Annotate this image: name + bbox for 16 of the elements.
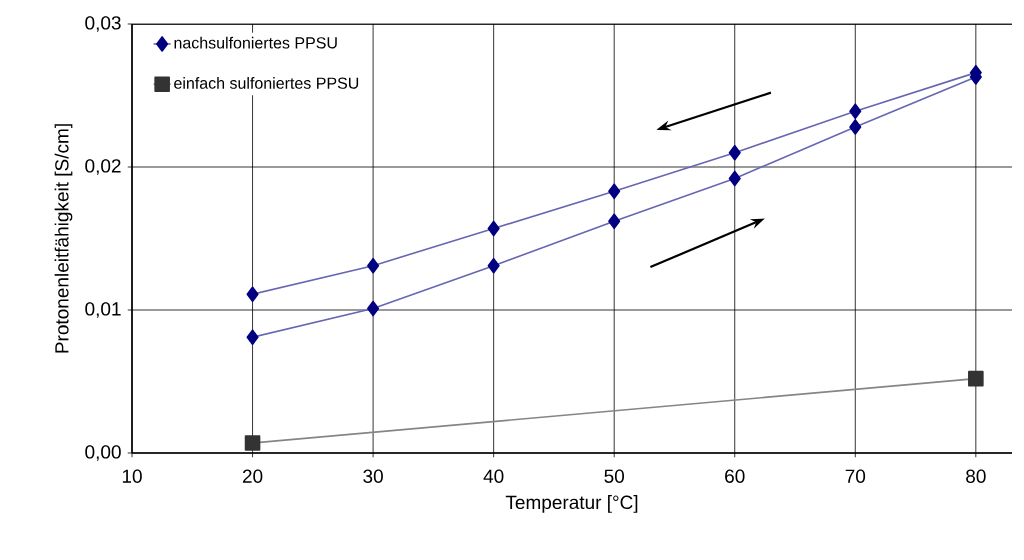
x-axis-title: Temperatur [°C] [505, 495, 638, 513]
y-tick-label: 0,01 [85, 302, 121, 318]
x-tick-label: 70 [845, 469, 866, 483]
x-tick-label: 40 [483, 469, 504, 483]
y-tick-label: 0,02 [85, 159, 121, 175]
x-tick-label: 80 [966, 469, 986, 483]
x-tick-label: 20 [242, 469, 263, 483]
y-tick-label: 0,00 [85, 445, 121, 461]
y-axis-title: Protonenleitfähigkeit [S/cm] [54, 124, 73, 353]
legend-label: nachsulfoniertes PPSU [174, 36, 337, 49]
x-tick-label: 30 [363, 469, 383, 483]
x-tick-label: 60 [725, 469, 745, 483]
y-tick-label: 0,03 [85, 16, 121, 32]
x-tick-label: 10 [122, 469, 142, 483]
x-tick-label: 50 [604, 469, 625, 483]
legend-label: einfach sulfoniertes PPSU [174, 77, 359, 89]
